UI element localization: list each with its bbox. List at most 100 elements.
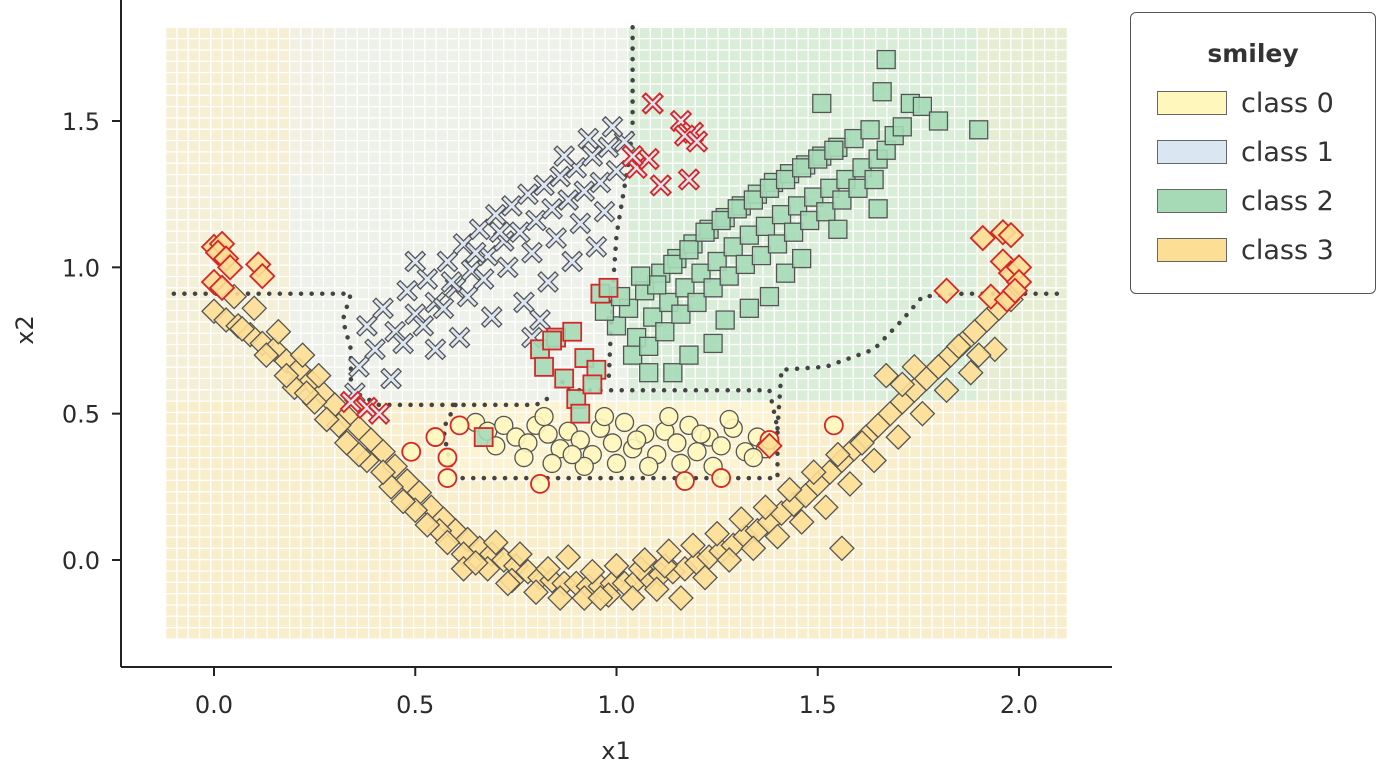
grid-cell	[176, 559, 189, 572]
grid-cell	[953, 207, 967, 221]
grid-cell	[514, 389, 527, 402]
grid-cell	[807, 445, 820, 459]
grid-cell	[345, 525, 358, 538]
grid-cell	[503, 513, 516, 527]
grid-cell	[198, 49, 212, 62]
grid-cell	[830, 366, 843, 380]
grid-cell	[187, 162, 201, 176]
grid-cell	[503, 140, 516, 153]
grid-cell	[289, 513, 302, 527]
grid-cell	[367, 581, 381, 595]
point-square	[775, 263, 796, 283]
grid-cell	[660, 162, 674, 176]
grid-cell	[458, 207, 471, 221]
grid-cell	[424, 377, 437, 391]
misclassified-point-circle	[449, 415, 470, 436]
grid-cell	[537, 94, 550, 108]
grid-cell	[458, 389, 471, 402]
grid-cell	[987, 60, 1001, 74]
grid-cell	[830, 26, 843, 40]
grid-cell	[953, 298, 967, 312]
grid-cell	[818, 434, 832, 448]
point-diamond	[800, 459, 827, 486]
grid-cell	[198, 196, 212, 210]
grid-cell	[379, 151, 392, 164]
grid-cell	[221, 593, 234, 606]
legend-label: class 3	[1241, 234, 1334, 266]
grid-cell	[1055, 140, 1068, 153]
grid-cell	[784, 559, 798, 572]
grid-cell	[976, 377, 990, 391]
grid-cell	[1021, 106, 1035, 119]
grid-cell	[345, 117, 358, 130]
grid-cell	[976, 491, 990, 504]
grid-cell	[243, 445, 257, 459]
grid-cell	[976, 83, 990, 96]
grid-cell	[277, 117, 291, 130]
grid-cell	[356, 38, 370, 51]
grid-cell	[176, 298, 189, 312]
grid-cell	[401, 60, 415, 74]
grid-cell	[570, 49, 584, 62]
grid-cell	[413, 207, 426, 221]
grid-cell	[322, 615, 336, 629]
grid-cell	[784, 332, 798, 346]
grid-cell	[1021, 525, 1035, 538]
grid-cell	[908, 264, 922, 278]
grid-cell	[818, 38, 832, 51]
grid-cell	[390, 219, 403, 232]
grid-cell	[942, 207, 956, 221]
grid-cell	[1055, 298, 1068, 312]
grid-cell	[525, 38, 539, 51]
misclassified-point-diamond	[249, 262, 276, 290]
grid-cell	[638, 219, 651, 232]
grid-cell	[852, 525, 866, 538]
grid-cell	[1021, 60, 1035, 74]
grid-cell	[976, 570, 990, 583]
grid-cell	[176, 513, 189, 527]
grid-cell	[232, 468, 246, 482]
grid-cell	[931, 49, 944, 62]
grid-cell	[266, 502, 280, 516]
grid-cell	[1044, 570, 1057, 583]
grid-cell	[367, 275, 381, 289]
grid-cell	[897, 219, 911, 232]
grid-cell	[255, 106, 268, 119]
grid-cell	[334, 230, 347, 244]
grid-cell	[931, 321, 944, 334]
grid-cell	[953, 604, 967, 617]
grid-cell	[582, 117, 595, 130]
grid-cell	[965, 140, 978, 153]
grid-cell	[706, 491, 719, 504]
grid-cell	[458, 106, 471, 119]
grid-cell	[920, 547, 933, 561]
grid-cell	[1055, 343, 1068, 357]
grid-cell	[830, 525, 843, 538]
grid-cell	[266, 434, 280, 448]
grid-cell	[953, 559, 967, 572]
grid-cell	[1032, 83, 1046, 96]
grid-cell	[345, 207, 358, 221]
grid-cell	[525, 536, 539, 550]
grid-cell	[593, 502, 606, 516]
grid-cell	[1010, 581, 1023, 595]
grid-cell	[503, 615, 516, 629]
grid-cell	[232, 83, 246, 96]
grid-cell	[976, 38, 990, 51]
grid-cell	[334, 366, 347, 380]
grid-cell	[255, 128, 268, 142]
grid-cell	[1044, 219, 1057, 232]
grid-cell	[413, 162, 426, 176]
grid-cell	[345, 615, 358, 629]
grid-cell	[187, 230, 201, 244]
grid-cell	[537, 60, 550, 74]
grid-cell	[908, 196, 922, 210]
grid-cell	[165, 162, 178, 176]
grid-cell	[987, 502, 1001, 516]
grid-cell	[920, 162, 933, 176]
grid-cell	[322, 559, 336, 572]
grid-cell	[615, 536, 629, 550]
grid-cell	[232, 377, 246, 391]
grid-cell	[1021, 593, 1035, 606]
grid-cell	[694, 94, 708, 108]
